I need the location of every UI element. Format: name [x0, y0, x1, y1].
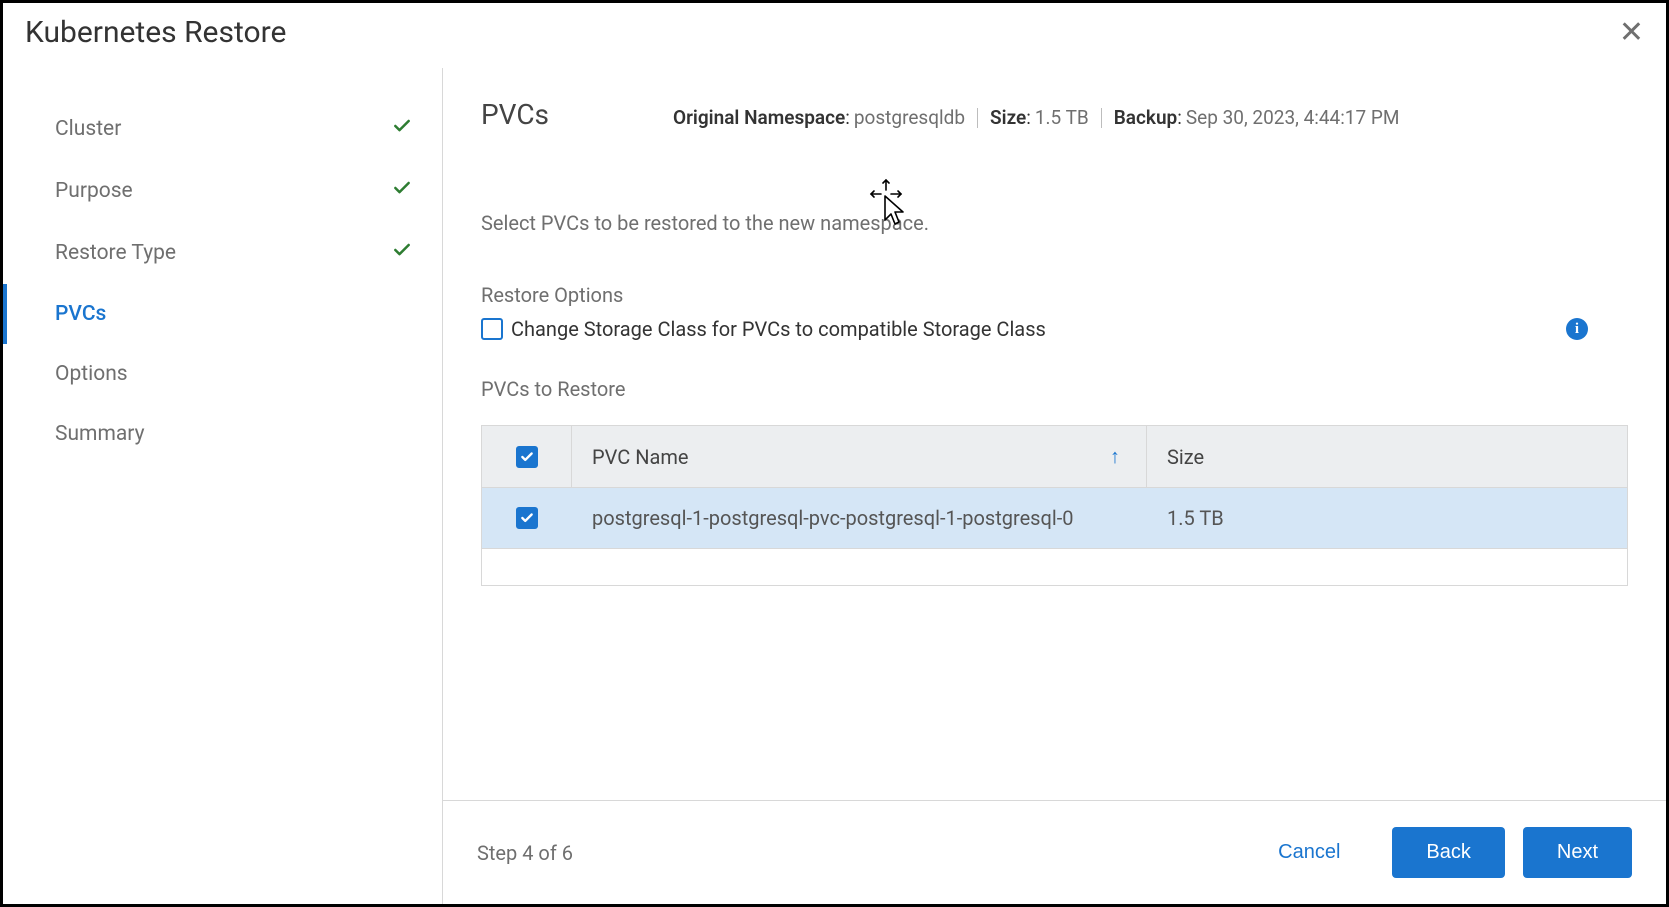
table-footer-spacer: [482, 549, 1627, 585]
page-title: PVCs: [481, 98, 549, 131]
column-header-name[interactable]: PVC Name ↑: [572, 426, 1147, 487]
sidebar-step-label: Restore Type: [55, 241, 176, 265]
table-row[interactable]: postgresql-1-postgresql-pvc-postgresql-1…: [482, 488, 1627, 549]
sidebar-step-label: Summary: [55, 422, 145, 446]
row-checkbox[interactable]: [516, 507, 538, 529]
main-panel: PVCs Original Namespace: postgresqldb Si…: [443, 68, 1666, 904]
dialog-title: Kubernetes Restore: [25, 15, 286, 50]
wizard-footer: Step 4 of 6 Cancel Back Next: [443, 800, 1666, 904]
sidebar-step-options[interactable]: Options: [3, 344, 442, 404]
table-header: PVC Name ↑ Size: [482, 426, 1627, 488]
content-area: PVCs Original Namespace: postgresqldb Si…: [443, 68, 1666, 800]
check-icon: [392, 240, 412, 266]
select-all-cell: [482, 426, 572, 487]
namespace-value: postgresqldb: [854, 106, 965, 129]
next-button[interactable]: Next: [1523, 827, 1632, 878]
wizard-sidebar: Cluster Purpose Restore Type PVCs: [3, 68, 443, 904]
sidebar-step-label: Purpose: [55, 179, 133, 203]
divider: [1101, 108, 1102, 128]
change-storage-class-label: Change Storage Class for PVCs to compati…: [511, 317, 1046, 341]
size-label: Size: [990, 106, 1026, 129]
info-icon[interactable]: i: [1566, 318, 1588, 340]
sidebar-step-label: Cluster: [55, 117, 121, 141]
sidebar-step-cluster[interactable]: Cluster: [3, 98, 442, 160]
column-size-label: Size: [1167, 445, 1204, 469]
namespace-label: Original Namespace: [673, 106, 845, 129]
row-size-cell: 1.5 TB: [1147, 488, 1627, 548]
restore-dialog: Kubernetes Restore ✕ Cluster Purpose Res…: [0, 0, 1669, 907]
divider: [977, 108, 978, 128]
column-header-size[interactable]: Size: [1147, 426, 1627, 487]
sidebar-step-summary[interactable]: Summary: [3, 404, 442, 464]
column-name-label: PVC Name: [592, 445, 689, 469]
step-indicator: Step 4 of 6: [477, 841, 573, 865]
instruction-text: Select PVCs to be restored to the new na…: [481, 211, 1628, 235]
page-header: PVCs Original Namespace: postgresqldb Si…: [481, 98, 1628, 131]
sidebar-step-restore-type[interactable]: Restore Type: [3, 222, 442, 284]
cancel-button[interactable]: Cancel: [1244, 827, 1374, 878]
sidebar-step-pvcs[interactable]: PVCs: [3, 284, 442, 344]
select-all-checkbox[interactable]: [516, 446, 538, 468]
check-icon: [392, 116, 412, 142]
row-select-cell: [482, 488, 572, 548]
titlebar: Kubernetes Restore ✕: [3, 3, 1666, 68]
sort-asc-icon: ↑: [1110, 444, 1120, 469]
check-icon: [392, 178, 412, 204]
close-icon[interactable]: ✕: [1619, 18, 1644, 48]
change-storage-class-option: Change Storage Class for PVCs to compati…: [481, 317, 1628, 341]
backup-value: Sep 30, 2023, 4:44:17 PM: [1186, 106, 1400, 129]
row-name-cell: postgresql-1-postgresql-pvc-postgresql-1…: [572, 488, 1147, 548]
dialog-body: Cluster Purpose Restore Type PVCs: [3, 68, 1666, 904]
sidebar-step-label: PVCs: [55, 302, 106, 326]
sidebar-step-label: Options: [55, 362, 128, 386]
header-meta: Original Namespace: postgresqldb Size: 1…: [673, 106, 1399, 129]
restore-options-label: Restore Options: [481, 283, 1628, 307]
sidebar-step-purpose[interactable]: Purpose: [3, 160, 442, 222]
pvc-table: PVC Name ↑ Size postgresq: [481, 425, 1628, 586]
size-value: 1.5 TB: [1035, 106, 1089, 129]
back-button[interactable]: Back: [1392, 827, 1504, 878]
change-storage-class-checkbox[interactable]: [481, 318, 503, 340]
pvcs-to-restore-label: PVCs to Restore: [481, 377, 1628, 401]
backup-label: Backup: [1114, 106, 1178, 129]
